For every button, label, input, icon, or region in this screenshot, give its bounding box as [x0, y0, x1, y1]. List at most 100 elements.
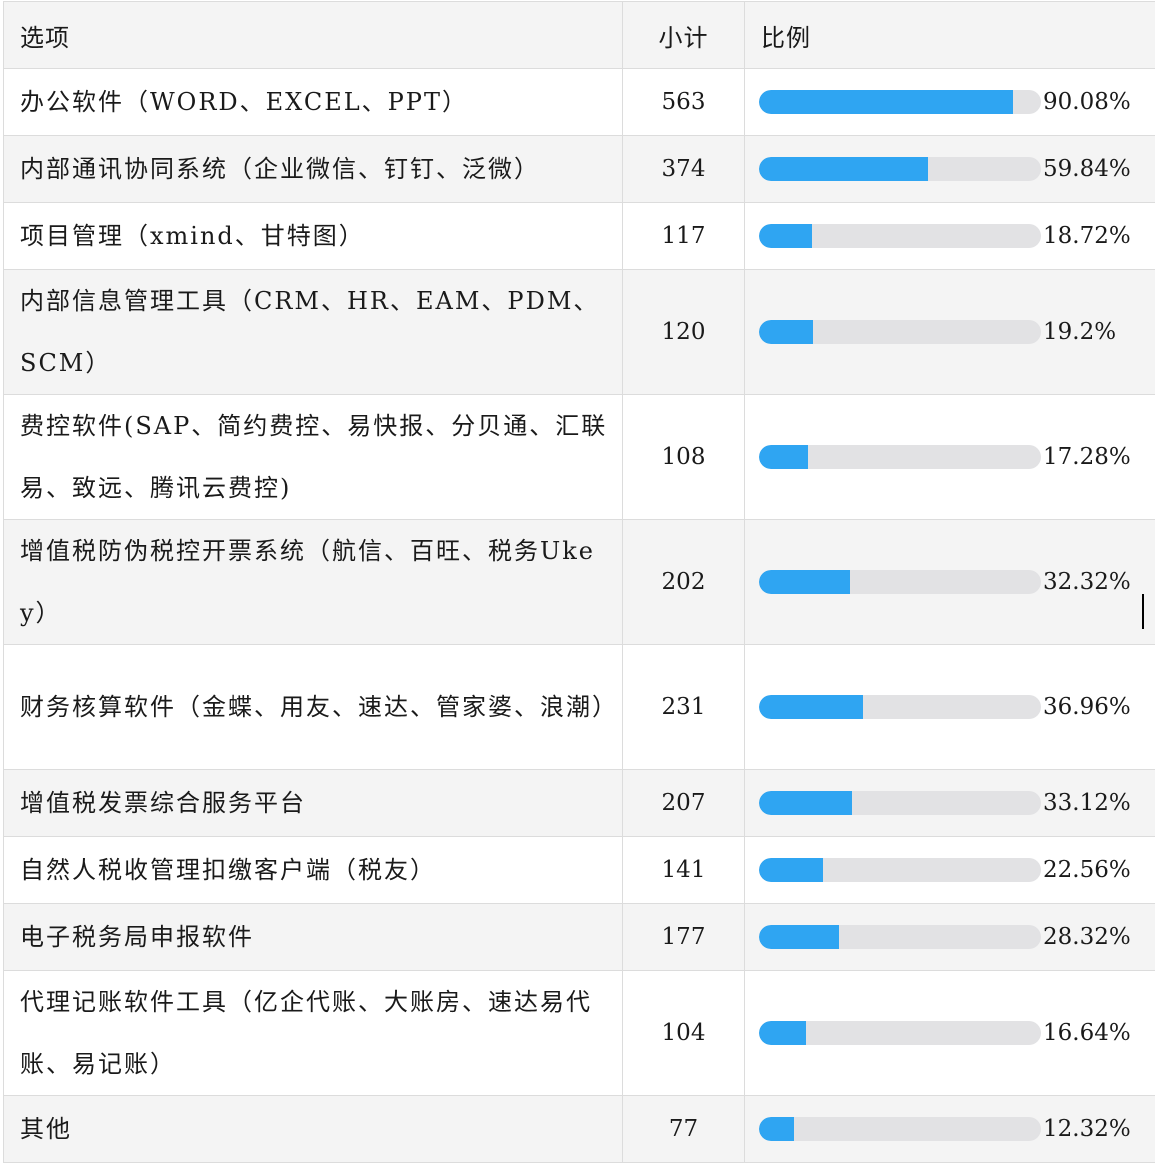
ratio-bar-fill	[759, 157, 928, 181]
survey-results-table: 选项 小计 比例 办公软件（WORD、EXCEL、PPT）563 90.08% 内部…	[3, 1, 1155, 1163]
header-count: 小计	[623, 2, 745, 69]
ratio-percent: 36.96%	[1043, 692, 1131, 722]
ratio-bar	[759, 224, 1041, 248]
table-row: 财务核算软件（金蝶、用友、速达、管家婆、浪潮）231 36.96%	[4, 645, 1155, 770]
ratio-bar-fill	[759, 90, 1013, 114]
table-row: 自然人税收管理扣缴客户端（税友）141 22.56%	[4, 837, 1155, 904]
table-row: 项目管理（xmind、甘特图）117 18.72%	[4, 203, 1155, 270]
ratio-bar	[759, 925, 1041, 949]
option-count: 374	[623, 136, 745, 203]
ratio-bar-track	[759, 445, 1041, 469]
option-ratio: 16.64%	[745, 971, 1155, 1096]
ratio-bar-track	[759, 791, 1041, 815]
ratio-bar	[759, 858, 1041, 882]
ratio-percent: 19.2%	[1043, 317, 1116, 347]
ratio-bar-track	[759, 570, 1041, 594]
ratio-bar-track	[759, 90, 1041, 114]
ratio-bar-fill	[759, 445, 808, 469]
table-row: 费控软件(SAP、简约费控、易快报、分贝通、汇联易、致远、腾讯云费控)108 17…	[4, 395, 1155, 520]
option-count: 231	[623, 645, 745, 770]
ratio-bar-track	[759, 1021, 1041, 1045]
ratio-bar	[759, 1021, 1041, 1045]
option-ratio: 90.08%	[745, 69, 1155, 136]
header-ratio: 比例	[745, 2, 1155, 69]
option-ratio: 12.32%	[745, 1096, 1155, 1163]
option-ratio: 59.84%	[745, 136, 1155, 203]
ratio-percent: 12.32%	[1043, 1114, 1131, 1144]
ratio-percent: 22.56%	[1043, 855, 1131, 885]
option-ratio: 17.28%	[745, 395, 1155, 520]
ratio-bar	[759, 445, 1041, 469]
ratio-percent: 33.12%	[1043, 788, 1131, 818]
option-label: 增值税发票综合服务平台	[4, 770, 623, 837]
option-label: 项目管理（xmind、甘特图）	[4, 203, 623, 270]
option-count: 563	[623, 69, 745, 136]
table-row: 增值税防伪税控开票系统（航信、百旺、税务Ukey）202 32.32%	[4, 520, 1155, 645]
ratio-bar	[759, 695, 1041, 719]
ratio-bar-track	[759, 157, 1041, 181]
ratio-bar-fill	[759, 570, 850, 594]
ratio-bar	[759, 1117, 1041, 1141]
ratio-bar-fill	[759, 791, 852, 815]
ratio-bar-fill	[759, 320, 813, 344]
option-ratio: 22.56%	[745, 837, 1155, 904]
ratio-percent: 18.72%	[1043, 221, 1131, 251]
ratio-bar	[759, 90, 1041, 114]
text-cursor	[1142, 594, 1144, 629]
ratio-percent: 32.32%	[1043, 567, 1131, 597]
ratio-bar-fill	[759, 695, 863, 719]
ratio-percent: 16.64%	[1043, 1018, 1131, 1048]
ratio-bar	[759, 320, 1041, 344]
option-label: 增值税防伪税控开票系统（航信、百旺、税务Ukey）	[4, 520, 623, 645]
ratio-bar	[759, 570, 1041, 594]
option-count: 207	[623, 770, 745, 837]
option-ratio: 32.32%	[745, 520, 1155, 645]
option-label: 内部信息管理工具（CRM、HR、EAM、PDM、SCM）	[4, 270, 623, 395]
ratio-percent: 17.28%	[1043, 442, 1131, 472]
ratio-bar-fill	[759, 925, 839, 949]
ratio-bar-fill	[759, 1021, 806, 1045]
option-label: 费控软件(SAP、简约费控、易快报、分贝通、汇联易、致远、腾讯云费控)	[4, 395, 623, 520]
header-option: 选项	[4, 2, 623, 69]
option-label: 电子税务局申报软件	[4, 904, 623, 971]
table-header-row: 选项 小计 比例	[4, 2, 1155, 69]
ratio-bar-fill	[759, 858, 823, 882]
ratio-bar-fill	[759, 1117, 794, 1141]
ratio-bar-track	[759, 1117, 1041, 1141]
option-label: 代理记账软件工具（亿企代账、大账房、速达易代账、易记账）	[4, 971, 623, 1096]
ratio-bar	[759, 157, 1041, 181]
option-count: 108	[623, 395, 745, 520]
ratio-bar-track	[759, 320, 1041, 344]
option-count: 104	[623, 971, 745, 1096]
option-ratio: 28.32%	[745, 904, 1155, 971]
option-count: 202	[623, 520, 745, 645]
option-ratio: 19.2%	[745, 270, 1155, 395]
table-row: 代理记账软件工具（亿企代账、大账房、速达易代账、易记账）104 16.64%	[4, 971, 1155, 1096]
option-ratio: 36.96%	[745, 645, 1155, 770]
option-label: 财务核算软件（金蝶、用友、速达、管家婆、浪潮）	[4, 645, 623, 770]
option-count: 120	[623, 270, 745, 395]
option-count: 141	[623, 837, 745, 904]
ratio-percent: 59.84%	[1043, 154, 1131, 184]
ratio-percent: 28.32%	[1043, 922, 1131, 952]
option-label: 办公软件（WORD、EXCEL、PPT）	[4, 69, 623, 136]
ratio-bar-track	[759, 925, 1041, 949]
option-ratio: 33.12%	[745, 770, 1155, 837]
option-label: 其他	[4, 1096, 623, 1163]
ratio-bar-track	[759, 695, 1041, 719]
option-count: 77	[623, 1096, 745, 1163]
ratio-percent: 90.08%	[1043, 87, 1131, 117]
option-ratio: 18.72%	[745, 203, 1155, 270]
table-row: 内部信息管理工具（CRM、HR、EAM、PDM、SCM）120 19.2%	[4, 270, 1155, 395]
option-label: 内部通讯协同系统（企业微信、钉钉、泛微）	[4, 136, 623, 203]
ratio-bar-track	[759, 224, 1041, 248]
ratio-bar-track	[759, 858, 1041, 882]
option-count: 177	[623, 904, 745, 971]
table-row: 办公软件（WORD、EXCEL、PPT）563 90.08%	[4, 69, 1155, 136]
option-count: 117	[623, 203, 745, 270]
ratio-bar	[759, 791, 1041, 815]
option-label: 自然人税收管理扣缴客户端（税友）	[4, 837, 623, 904]
